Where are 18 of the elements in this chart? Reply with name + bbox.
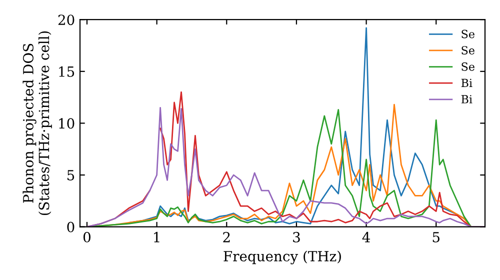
y-tick-label: 10 [59,118,74,129]
x-axis-title: Frequency (THz) [224,250,341,264]
legend-label: Bi [461,78,472,87]
x-tick-label: 3 [293,232,300,242]
y-tick-label: 15 [59,66,74,77]
x-tick-label: 5 [432,232,440,242]
y-tick-label: 20 [58,14,74,26]
y-axis-title: Phonon projected DOS (States/THz·primitive cell) [22,31,52,216]
legend-label: Se [462,30,474,38]
x-tick-label: 2 [223,232,230,242]
legend-label: Se [462,46,474,55]
y-tick-label: 5 [67,170,74,180]
x-tick-label: 4 [362,232,370,242]
legend-label: Se [462,62,474,71]
legend-label: Bi [461,95,472,104]
y-tick-label: 0 [67,222,74,232]
x-tick-label: 1 [154,232,160,242]
x-tick-label: 0 [83,232,90,242]
